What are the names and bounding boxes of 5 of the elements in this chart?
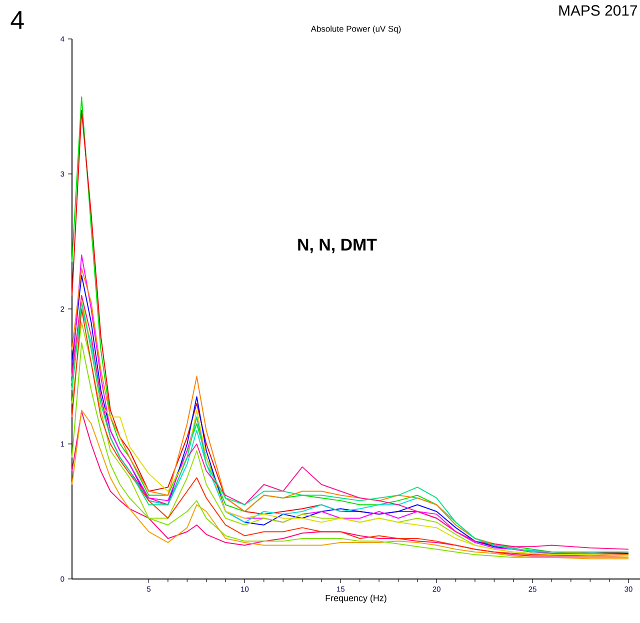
x-axis-title: Frequency (Hz) xyxy=(326,594,386,603)
chart-title: Absolute Power (uV Sq) xyxy=(310,26,401,34)
annotation: N, N, DMT xyxy=(298,238,377,254)
text: MAPS 2017 xyxy=(559,5,638,16)
text: 4 xyxy=(10,11,24,29)
